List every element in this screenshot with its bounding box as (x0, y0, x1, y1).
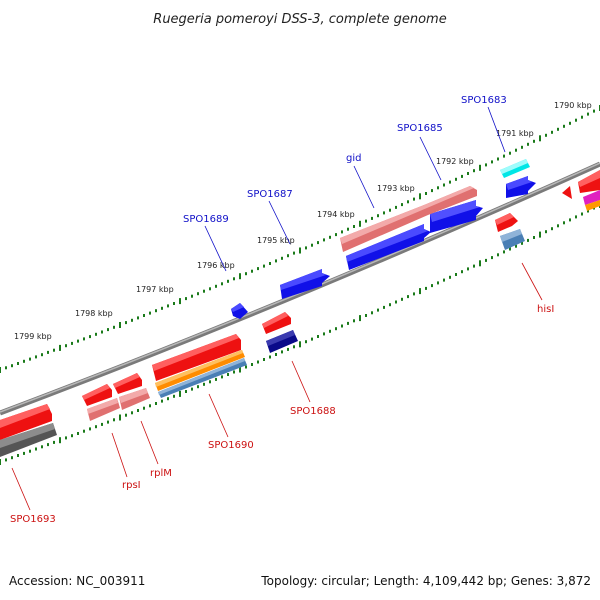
reverse-genes (0, 170, 600, 457)
gene-spo1690-red[interactable] (152, 334, 241, 381)
gene-spo1689[interactable] (231, 303, 248, 319)
topology-text: Topology: circular; Length: 4,109,442 bp… (261, 574, 591, 588)
scale-ticks-inner (0, 202, 600, 465)
gene-label[interactable]: SPO1687 (247, 189, 293, 200)
gene-spo1688[interactable] (266, 330, 298, 353)
gene-label[interactable]: SPO1693 (10, 514, 56, 525)
genome-backbone-highlight (0, 162, 600, 413)
map-title: Ruegeria pomeroyi DSS-3, complete genome (153, 12, 446, 27)
gene-label[interactable]: SPO1683 (461, 95, 507, 106)
forward-genes (231, 159, 536, 319)
gene-label[interactable]: SPO1690 (208, 440, 254, 451)
gene-spo1683-arrow[interactable] (506, 176, 536, 198)
gene-labels: SPO1683 SPO1685 gid SPO1687 SPO1689 hisI… (10, 95, 554, 525)
gene-rplm[interactable] (113, 373, 150, 410)
leader-lines (11, 106, 543, 511)
gene-block-salmon[interactable] (340, 186, 477, 252)
gene-label[interactable]: hisI (537, 304, 554, 315)
gene-label[interactable]: SPO1689 (183, 214, 229, 225)
gene-rpsi[interactable] (82, 384, 120, 421)
gene-right-pink[interactable] (583, 190, 600, 211)
accession-text: Accession: NC_003911 (9, 574, 146, 588)
gene-spo1693-red[interactable] (0, 404, 52, 440)
gene-label[interactable]: SPO1685 (397, 123, 443, 134)
scale-labels: 1790 kbp 1791 kbp 1792 kbp 1793 kbp 1794… (14, 101, 592, 341)
gene-spo1685[interactable] (430, 200, 483, 233)
gene-spo1693[interactable] (0, 423, 57, 457)
scale-label: 1799 kbp (14, 332, 52, 341)
gene-spo1683[interactable] (500, 159, 530, 178)
gene-right-red[interactable] (562, 170, 600, 199)
scale-label: 1791 kbp (496, 129, 534, 138)
scale-label: 1796 kbp (197, 261, 235, 270)
gene-spo1688-red[interactable] (262, 312, 291, 334)
scale-label: 1797 kbp (136, 285, 174, 294)
scale-label: 1793 kbp (377, 184, 415, 193)
gene-label[interactable]: SPO1688 (290, 406, 336, 417)
scale-ticks-outer (0, 105, 600, 373)
gene-hisi[interactable] (495, 213, 518, 232)
scale-label: 1798 kbp (75, 309, 113, 318)
gene-hisi-steel[interactable] (500, 229, 525, 250)
gene-gid[interactable] (346, 224, 431, 270)
scale-label: 1795 kbp (257, 236, 295, 245)
scale-label: 1792 kbp (436, 157, 474, 166)
scale-label: 1794 kbp (317, 210, 355, 219)
gene-spo1690[interactable] (155, 350, 247, 398)
gene-label[interactable]: rplM (150, 468, 172, 479)
scale-label: 1790 kbp (554, 101, 592, 110)
genome-backbone (0, 161, 600, 416)
gene-label[interactable]: rpsI (122, 480, 141, 491)
gene-spo1687[interactable] (280, 269, 330, 299)
gene-label[interactable]: gid (346, 153, 361, 164)
